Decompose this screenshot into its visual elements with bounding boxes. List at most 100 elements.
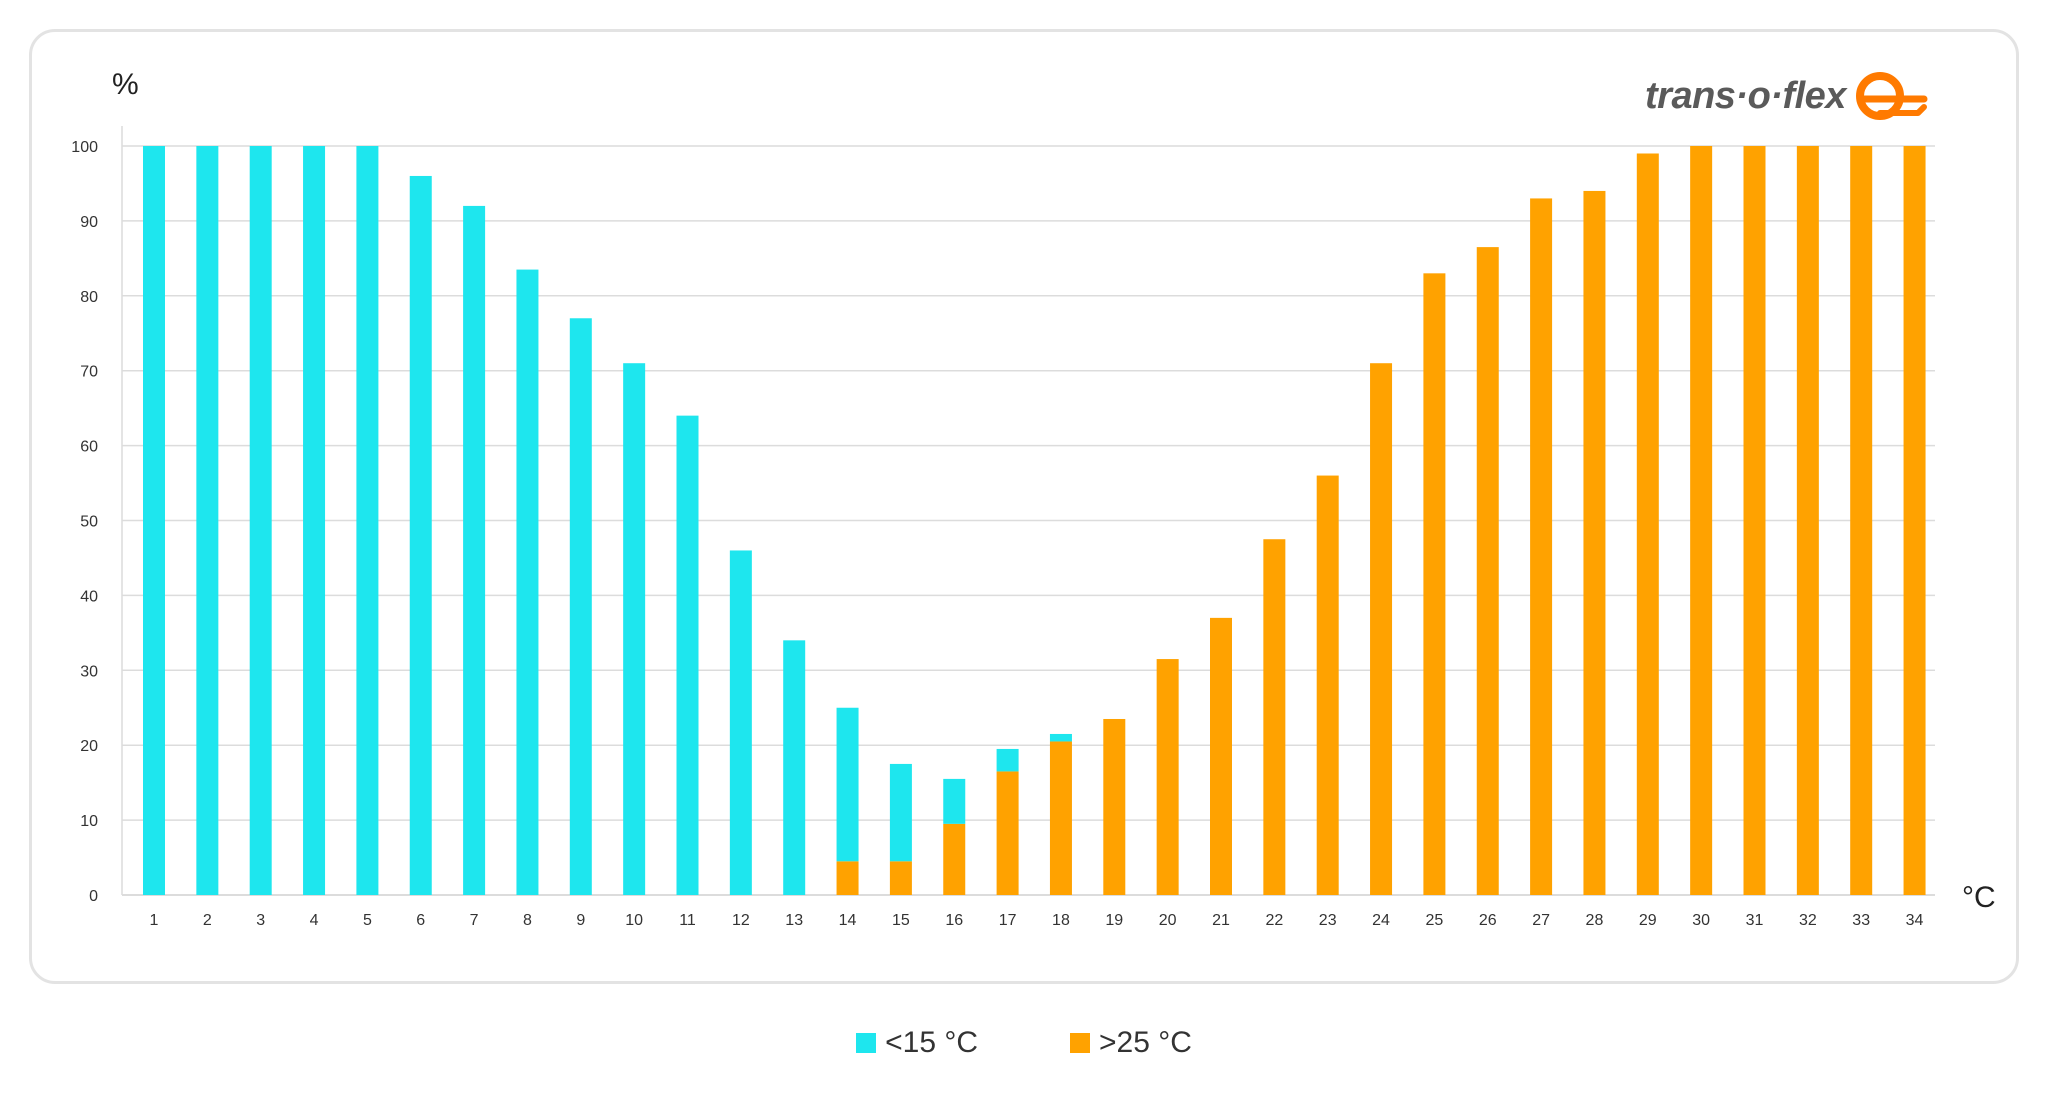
x-tick-label: 1 <box>150 912 159 929</box>
legend-label-warm: >25 °C <box>1099 1026 1192 1059</box>
x-tick-label: 19 <box>1105 912 1123 929</box>
y-tick-label: 20 <box>80 738 98 755</box>
legend-swatch-cold <box>856 1033 877 1053</box>
y-tick-label: 80 <box>80 289 98 306</box>
x-tick-label: 8 <box>523 912 532 929</box>
bar-segment <box>569 318 592 895</box>
x-tick-label: 4 <box>310 912 319 929</box>
x-tick-label: 22 <box>1265 912 1283 929</box>
bar-segment <box>889 861 912 895</box>
bar-segment <box>1583 190 1606 895</box>
x-tick-label: 7 <box>470 912 479 929</box>
x-tick-label: 10 <box>625 912 643 929</box>
bar-segment <box>1103 718 1126 895</box>
bar-segment <box>143 146 165 895</box>
x-tick-label: 25 <box>1426 912 1444 929</box>
x-tick-label: 20 <box>1159 912 1177 929</box>
x-tick-label: 17 <box>999 912 1017 929</box>
x-tick-label: 11 <box>679 912 696 929</box>
y-tick-label: 70 <box>80 364 98 381</box>
y-axis-unit-label: % <box>112 68 139 101</box>
x-tick-label: 28 <box>1586 912 1604 929</box>
x-tick-label: 16 <box>945 912 963 929</box>
bar-segment <box>1423 273 1446 896</box>
x-tick-label: 2 <box>203 912 212 929</box>
bar-segment <box>1370 363 1393 896</box>
x-tick-label: 26 <box>1479 912 1497 929</box>
bar-segment <box>1903 146 1926 895</box>
y-tick-label: 90 <box>80 214 98 231</box>
bar-segment <box>1850 146 1873 895</box>
legend-swatch-warm <box>1070 1033 1090 1053</box>
x-axis-unit-label: °C <box>1962 881 1996 914</box>
bar-segment <box>249 146 272 895</box>
y-tick-label: 0 <box>89 888 98 905</box>
bar-segment <box>516 269 539 896</box>
bars <box>143 146 1926 896</box>
bar-segment <box>1476 247 1499 896</box>
legend: <15 °C >25 °C <box>0 1026 2048 1060</box>
bar-segment <box>836 861 859 895</box>
x-tick-label: 5 <box>363 912 372 929</box>
bar-segment <box>356 146 379 895</box>
bar-segment <box>1690 146 1713 895</box>
bar-segment <box>996 771 1019 895</box>
bar-segment <box>196 146 219 895</box>
bar-segment <box>1049 741 1072 895</box>
bar-segment <box>1796 146 1819 895</box>
y-tick-label: 40 <box>80 588 98 605</box>
bar-segment <box>1210 617 1232 895</box>
x-tick-label: 27 <box>1532 912 1550 929</box>
trans-o-flex-swirl-icon <box>1855 72 1928 120</box>
x-tick-label: 34 <box>1906 912 1924 929</box>
bar-segment <box>463 205 486 896</box>
x-tick-label: 12 <box>732 912 750 929</box>
y-tick-label: 60 <box>80 439 98 456</box>
bar-segment <box>1156 659 1179 895</box>
bar-segment <box>889 763 912 862</box>
x-tick-label: 13 <box>785 912 803 929</box>
legend-item-warm: >25 °C <box>1070 1026 1192 1060</box>
bar-segment <box>623 363 646 896</box>
x-tick-label: 15 <box>892 912 910 929</box>
bar-segment <box>1263 539 1286 895</box>
x-tick-label: 14 <box>839 912 857 929</box>
x-tick-label: 18 <box>1052 912 1070 929</box>
x-tick-label: 29 <box>1639 912 1657 929</box>
bar-segment <box>836 707 859 862</box>
trans-o-flex-logo: trans·o·flex <box>1645 66 1928 126</box>
bar-segment <box>409 175 432 895</box>
x-tick-label: 21 <box>1212 912 1230 929</box>
logo-wordmark: trans·o·flex <box>1645 74 1846 117</box>
bar-segment <box>729 550 752 895</box>
bar-segment <box>303 146 326 895</box>
x-tick-label: 32 <box>1799 912 1817 929</box>
legend-label-cold: <15 °C <box>885 1026 978 1059</box>
bar-segment <box>1049 733 1072 742</box>
y-tick-label: 30 <box>80 663 98 680</box>
bar-segment <box>943 823 966 895</box>
x-tick-label: 33 <box>1852 912 1870 929</box>
x-tick-label: 24 <box>1372 912 1390 929</box>
x-tick-label: 30 <box>1692 912 1710 929</box>
y-tick-label: 10 <box>80 813 98 830</box>
bar-segment <box>783 640 806 895</box>
x-tick-label: 6 <box>416 912 425 929</box>
bar-segment <box>943 778 966 824</box>
legend-item-cold: <15 °C <box>856 1026 978 1060</box>
x-tick-label: 3 <box>256 912 265 929</box>
gridlines <box>121 126 1935 896</box>
x-tick-label: 23 <box>1319 912 1337 929</box>
bar-segment <box>1743 146 1766 895</box>
y-tick-label: 100 <box>71 139 98 156</box>
x-tick-label: 9 <box>576 912 585 929</box>
y-tick-label: 50 <box>80 514 98 531</box>
bar-segment <box>676 415 699 895</box>
x-tick-label: 31 <box>1746 912 1764 929</box>
bar-segment <box>1530 198 1553 895</box>
bar-segment <box>1636 153 1659 896</box>
bar-segment <box>996 748 1019 772</box>
bar-segment <box>1316 475 1339 895</box>
